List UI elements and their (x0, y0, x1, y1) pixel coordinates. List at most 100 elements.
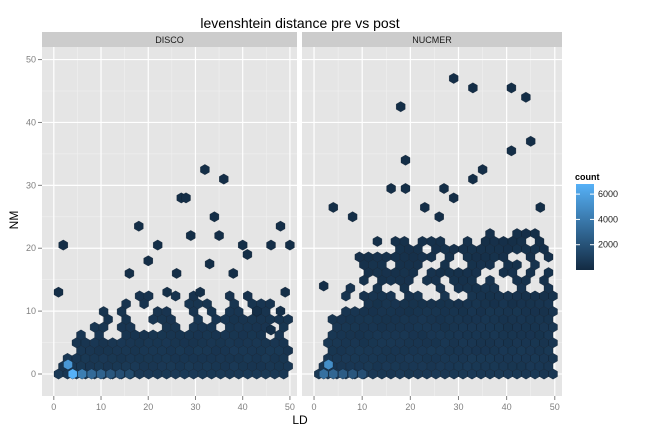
facet-panel-nucmer (302, 47, 562, 396)
x-tick-label: 10 (357, 402, 367, 412)
hexbin-point (439, 183, 449, 194)
hexbin-point (181, 192, 191, 204)
hexbin-cell (386, 290, 396, 302)
hexbin-cell (543, 267, 554, 278)
hexbin-point (200, 164, 210, 175)
chart-title: levenshtein distance pre vs post (200, 15, 399, 31)
y-tick-label: 50 (26, 55, 36, 65)
hexbin-point (186, 230, 196, 241)
hexbin-point (328, 202, 338, 213)
y-tick-label: 20 (26, 243, 36, 253)
legend-title: count (575, 172, 600, 182)
hexbin-cell (512, 259, 522, 271)
hexbin-point (280, 286, 290, 298)
y-axis: 0 10 20 30 40 50 (26, 55, 42, 379)
hexbin-cell (485, 228, 495, 239)
hexbin-point (535, 202, 545, 213)
x-tick-label: 40 (238, 402, 248, 412)
hexbin-point (209, 211, 220, 223)
hexbin-cell (530, 228, 540, 239)
y-axis-title: NM (7, 211, 21, 230)
hexbin-point (477, 164, 488, 175)
hexbin-point (96, 368, 106, 380)
hexbin-point (323, 359, 334, 370)
legend-tick-label: 4000 (598, 214, 618, 224)
hexbin-point (134, 220, 144, 232)
hexbin-point (115, 368, 125, 380)
hexbin-point (195, 286, 205, 298)
facet-strip-nucmer: NUCMER (302, 32, 562, 47)
hexbin-point (275, 305, 286, 317)
hexbin-point (449, 192, 459, 204)
hexbin-cell (345, 282, 356, 294)
hexbin-point (238, 239, 248, 251)
hexbin-point (328, 368, 338, 380)
hexbin-point (468, 82, 478, 94)
facet-panel-disco (42, 47, 297, 396)
hexbin-point (153, 239, 163, 251)
hexbin-point (396, 101, 406, 113)
x-tick-label: 20 (405, 402, 415, 412)
x-tick-label: 50 (285, 402, 295, 412)
x-tick-label: 30 (190, 402, 200, 412)
x-tick-label: 0 (312, 402, 317, 412)
hexbin-point (86, 368, 97, 380)
hexbin-cell (143, 290, 154, 302)
x-tick-label: 0 (51, 402, 56, 412)
hexbin-point (162, 286, 172, 298)
hexbin-point (526, 135, 536, 147)
hexbin-point (275, 220, 286, 232)
hexbin-cell (161, 306, 172, 317)
hexbin-point (400, 154, 411, 166)
hexbin-cell (76, 329, 86, 341)
hexbin-point (266, 239, 276, 251)
hexbin-point (68, 368, 78, 380)
hexbin-point (400, 183, 411, 194)
hexbin-point (319, 280, 329, 292)
y-tick-label: 40 (26, 117, 36, 127)
hexbin-cell (225, 290, 235, 302)
hexbin-point (319, 368, 329, 380)
hexbin-point (124, 368, 135, 380)
hexbin-cell (283, 314, 293, 325)
y-tick-label: 0 (31, 369, 36, 379)
legend-tick-label: 2000 (598, 240, 618, 250)
x-tick-label: 10 (96, 402, 106, 412)
hexbin-cell (462, 236, 473, 247)
hexbin-cell (202, 298, 212, 310)
hexbin-point (252, 305, 262, 317)
color-legend: count 2000 4000 6000 (575, 172, 618, 270)
hexbin-cell (435, 236, 446, 247)
x-tick-label: 30 (453, 402, 463, 412)
hexbin-point (219, 173, 229, 185)
hexbin-cell (413, 290, 423, 302)
hexbin-point (449, 73, 459, 84)
x-tick-label: 20 (143, 402, 153, 412)
x-axis-title: LD (292, 413, 308, 427)
hexbin-point (105, 368, 116, 380)
hexbin-point (242, 249, 253, 260)
hexbin-point (420, 202, 430, 213)
facet-label-disco: DISCO (155, 35, 184, 45)
hexbin-cell (98, 306, 109, 317)
hexbin-point (124, 268, 135, 279)
hexbin-point (506, 145, 517, 157)
hexbin-point (357, 368, 367, 380)
hexbin-point (266, 324, 276, 336)
hexbin-point (228, 268, 238, 279)
hexbin-point (434, 211, 444, 223)
legend-tick-label: 6000 (598, 189, 618, 199)
hexbin-point (53, 286, 64, 298)
hexbin-point (338, 368, 348, 380)
x-tick-label: 40 (502, 402, 512, 412)
hexbin-point (63, 359, 73, 370)
hexbin-point (58, 239, 68, 251)
hexbin-point (347, 368, 358, 380)
hexbin-cell (399, 236, 410, 247)
hexbin-point (506, 82, 517, 94)
y-tick-label: 30 (26, 180, 36, 190)
hexbin-point (521, 91, 531, 103)
hexbin-cell (265, 298, 275, 310)
hexbin-point (214, 230, 224, 241)
facet-label-nucmer: NUCMER (412, 35, 452, 45)
